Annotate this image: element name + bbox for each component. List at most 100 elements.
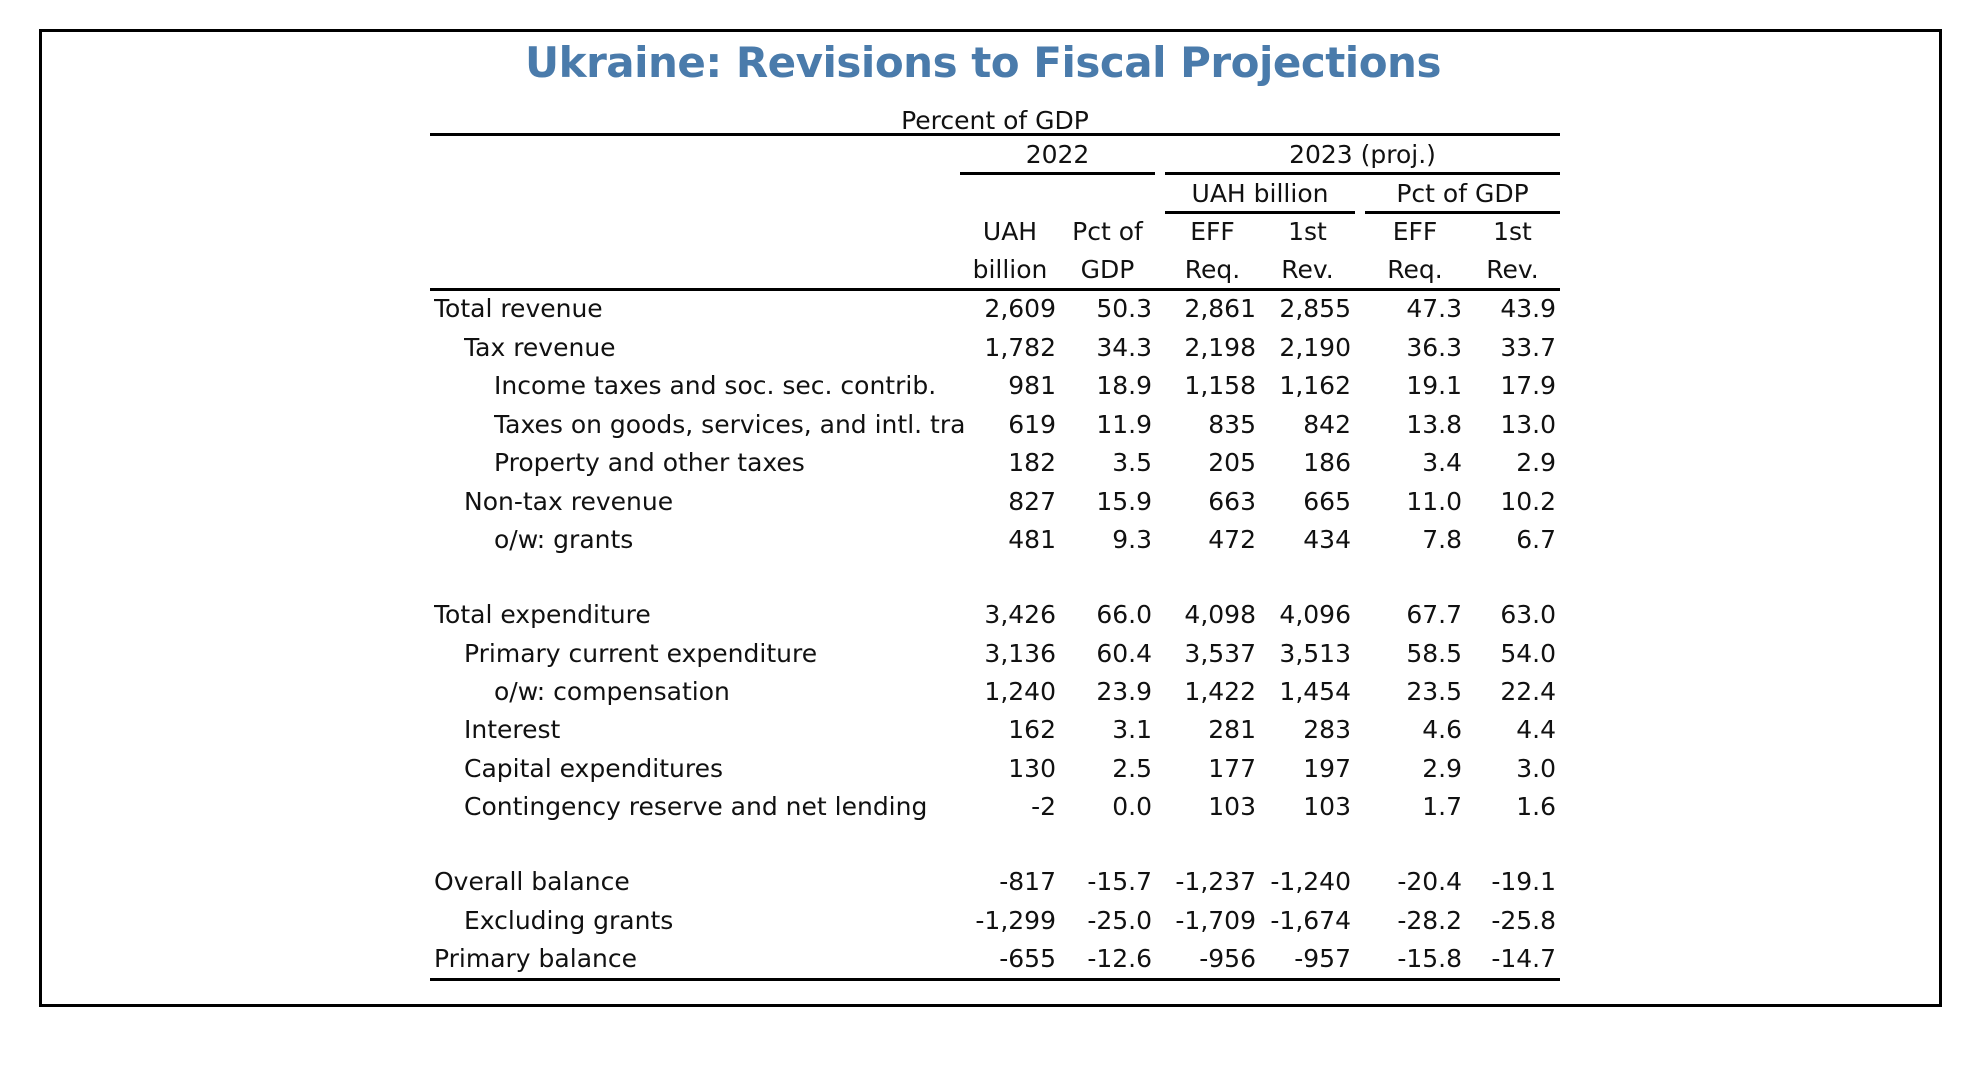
header-bottom-rule [430, 288, 1560, 291]
row-value-col6: 17.9 [1500, 371, 1556, 400]
row-value-col1: 3,136 [984, 639, 1056, 668]
header-col2-line2: GDP [1080, 255, 1135, 284]
row-value-col2: 3.5 [1112, 448, 1152, 477]
row-value-col1: 619 [1008, 409, 1056, 439]
row-value-col3: -1,709 [1175, 905, 1256, 935]
row-value-col6: -14.7 [1491, 944, 1556, 973]
row-value-col1: 981 [1008, 371, 1056, 400]
row-value-col2: 3.1 [1112, 715, 1152, 744]
row-value-col4: 4,096 [1279, 600, 1351, 629]
row-value-col3: 835 [1208, 409, 1256, 439]
row-value-col4: 2,190 [1279, 332, 1351, 362]
row-value-col6: 6.7 [1516, 525, 1556, 554]
row-value-col6: 3.0 [1516, 753, 1556, 783]
row-value-col6: 10.2 [1500, 486, 1556, 516]
row-value-col2: 2.5 [1112, 753, 1152, 783]
row-value-col1: -1,299 [975, 905, 1056, 935]
row-value-col1: 481 [1008, 525, 1056, 554]
rule-2023 [1165, 172, 1560, 175]
row-label: Overall balance [434, 867, 630, 896]
row-label: Total revenue [434, 294, 603, 323]
row-value-col5: 3.4 [1422, 448, 1462, 477]
table-row: Overall balance -817 -15.7 -1,237 -1,240 -20.… [430, 867, 1560, 905]
row-value-col1: -2 [1031, 792, 1056, 821]
table-row: Non-tax revenue 827 15.9 663 665 11.0 10.2 [430, 487, 1560, 525]
row-value-col4: 197 [1303, 753, 1351, 783]
row-value-col6: -19.1 [1491, 867, 1556, 896]
row-value-col4: 1,454 [1279, 677, 1351, 706]
row-label: Interest [464, 715, 561, 744]
row-value-col3: 472 [1208, 525, 1256, 554]
header-group-uah: UAH billion [1191, 179, 1329, 208]
row-value-col2: 0.0 [1112, 792, 1152, 821]
header-year-2023: 2023 (proj.) [1289, 140, 1436, 169]
row-value-col6: 33.7 [1500, 332, 1556, 362]
row-value-col2: 66.0 [1096, 600, 1152, 629]
rule-2022 [960, 172, 1155, 175]
rule-group-uah [1165, 211, 1355, 214]
row-value-col2: 15.9 [1096, 486, 1152, 516]
row-value-col3: 2,198 [1184, 332, 1256, 362]
row-value-col2: 9.3 [1112, 525, 1152, 554]
row-value-col2: 34.3 [1096, 332, 1152, 362]
row-value-col5: 19.1 [1406, 371, 1462, 400]
row-label: Property and other taxes [494, 448, 805, 477]
rule-group-pct [1365, 211, 1560, 214]
header-col3-line2: Req. [1184, 255, 1241, 284]
table-row: Primary balance -655 -12.6 -956 -957 -15.8 -14… [430, 944, 1560, 982]
row-label: Primary balance [434, 944, 637, 973]
table-row: Property and other taxes 182 3.5 205 186 3.4 2… [430, 448, 1560, 486]
header-col5-line1: EFF [1392, 217, 1438, 246]
row-value-col2: 18.9 [1096, 371, 1152, 400]
row-value-col3: 281 [1208, 715, 1256, 744]
row-value-col6: 63.0 [1500, 600, 1556, 629]
row-label: o/w: grants [494, 525, 634, 554]
row-value-col4: 665 [1303, 486, 1351, 516]
row-value-col3: 103 [1208, 792, 1256, 821]
table-row: o/w: grants 481 9.3 472 434 7.8 6.7 [430, 525, 1560, 563]
row-value-col1: 827 [1008, 486, 1056, 516]
row-value-col6: -25.8 [1491, 905, 1556, 935]
row-label: Excluding grants [464, 905, 674, 935]
header-col4-line2: Rev. [1281, 255, 1334, 284]
table-row: Tax revenue 1,782 34.3 2,198 2,190 36.3 33.7 [430, 333, 1560, 371]
row-value-col3: 3,537 [1184, 639, 1256, 668]
row-value-col4: 434 [1303, 525, 1351, 554]
header-col3-line1: EFF [1190, 217, 1235, 246]
row-value-col6: 13.0 [1500, 409, 1556, 439]
header-col6-line1: 1st [1493, 217, 1532, 246]
row-value-col4: 186 [1303, 448, 1351, 477]
table-row: Total expenditure 3,426 66.0 4,098 4,096 67.7… [430, 600, 1560, 638]
row-value-col5: 2.9 [1422, 753, 1462, 783]
header-group-pct: Pct of GDP [1396, 179, 1529, 208]
row-label: o/w: compensation [494, 677, 730, 706]
row-value-col1: 2,609 [984, 294, 1056, 323]
row-value-col3: 2,861 [1184, 294, 1256, 323]
row-value-col1: 130 [1008, 753, 1056, 783]
row-value-col5: 1.7 [1422, 792, 1462, 821]
header-col1-line1: UAH [982, 217, 1038, 246]
row-value-col5: 23.5 [1406, 677, 1462, 706]
table-row: Total revenue 2,609 50.3 2,861 2,855 47.3 43.9 [430, 294, 1560, 332]
row-label: Total expenditure [434, 600, 651, 629]
table-row: Interest 162 3.1 281 283 4.6 4.4 [430, 715, 1560, 753]
row-value-col4: 1,162 [1279, 371, 1351, 400]
row-value-col5: 36.3 [1406, 332, 1462, 362]
table-frame [39, 29, 1942, 1007]
row-label: Contingency reserve and net lending [464, 792, 928, 821]
row-value-col4: -1,674 [1270, 905, 1351, 935]
row-value-col1: -655 [999, 944, 1056, 973]
row-value-col6: 1.6 [1516, 792, 1556, 821]
table-row: Taxes on goods, services, and intl. trad… [430, 410, 1560, 448]
bottom-rule [430, 978, 1560, 981]
row-label: Non-tax revenue [464, 486, 674, 516]
header-year-2022: 2022 [1025, 140, 1090, 169]
row-value-col5: -28.2 [1397, 905, 1462, 935]
row-value-col1: 1,240 [984, 677, 1056, 706]
table-row: Excluding grants -1,299 -25.0 -1,709 -1,674 -… [430, 906, 1560, 944]
row-value-col2: 50.3 [1096, 294, 1152, 323]
row-value-col3: 663 [1208, 486, 1256, 516]
row-value-col1: 1,782 [984, 332, 1056, 362]
row-value-col4: 2,855 [1279, 294, 1351, 323]
row-value-col5: 4.6 [1422, 715, 1462, 744]
